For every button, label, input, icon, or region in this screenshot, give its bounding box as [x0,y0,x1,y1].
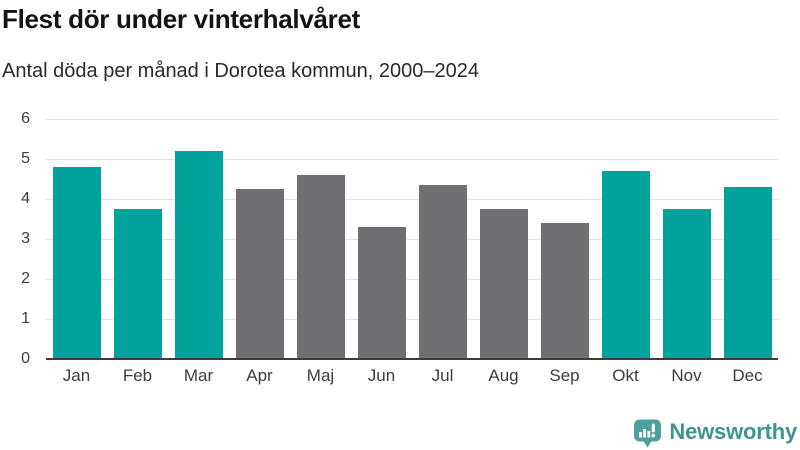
x-axis-label-dec: Dec [732,366,763,385]
x-axis-label-mar: Mar [183,366,214,385]
bar-slot-nov [656,209,717,359]
bar-jun [357,227,406,359]
bar-nov [662,209,711,359]
y-axis-tick-2: 2 [21,270,30,287]
y-axis-tick-0: 0 [21,350,30,367]
x-axis-label-apr: Apr [246,366,273,385]
bars-container [46,119,778,359]
x-axis-label-feb: Feb [122,366,153,385]
bar-slot-okt [595,171,656,359]
y-axis-tick-3: 3 [21,230,30,247]
bar-maj [296,175,345,359]
gridline-3 [46,238,778,240]
bar-slot-dec [717,187,778,359]
bar-mar [174,151,223,359]
bar-apr [235,189,284,359]
bar-okt [601,171,650,359]
bar-chart-speech-bubble-icon [634,419,662,448]
x-axis-label-jun: Jun [367,366,396,385]
bar-slot-sep [534,223,595,359]
brand-name: Newsworthy [669,419,797,444]
bar-jan [52,167,101,359]
gridline-1 [46,318,778,320]
bar-aug [479,209,528,359]
x-axis-line [46,358,778,360]
brand-logo: Newsworthy [633,419,797,448]
bar-dec [723,187,772,359]
x-axis-label-nov: Nov [671,366,702,385]
gridline-6 [46,118,778,120]
bar-slot-apr [229,189,290,359]
x-axis-label-jan: Jan [62,366,91,385]
y-axis: 0 1 2 3 4 5 6 [0,111,36,367]
bar-slot-feb [107,209,168,359]
bar-slot-jan [46,167,107,359]
x-axis-label-maj: Maj [306,366,335,385]
x-axis-label-aug: Aug [488,366,519,385]
bar-slot-jun [351,227,412,359]
chart-subtitle: Antal döda per månad i Dorotea kommun, 2… [2,60,479,82]
bar-jul [418,185,467,359]
bar-feb [113,209,162,359]
plot-area [46,118,778,360]
chart-title: Flest dör under vinterhalvåret [2,4,360,34]
bar-slot-mar [168,151,229,359]
y-axis-tick-1: 1 [21,310,30,327]
gridline-5 [46,158,778,160]
x-axis-label-sep: Sep [549,366,580,385]
y-axis-tick-5: 5 [21,150,30,167]
y-axis-tick-4: 4 [21,190,30,207]
x-axis-label-jul: Jul [431,366,454,385]
bar-slot-jul [412,185,473,359]
y-axis-tick-6: 6 [21,110,30,127]
bar-slot-aug [473,209,534,359]
gridline-2 [46,278,778,280]
bar-slot-maj [290,175,351,359]
gridline-4 [46,198,778,200]
bar-sep [540,223,589,359]
x-axis: Jan Feb Mar Apr Maj Jun Jul Aug Sep Okt Nov Dec [46,366,778,386]
x-axis-label-okt: Okt [612,366,639,385]
